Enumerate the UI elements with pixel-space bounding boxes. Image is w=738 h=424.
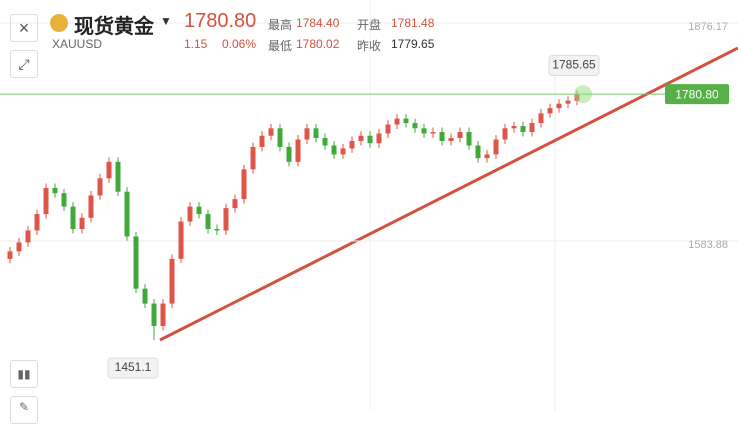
candle-body (484, 154, 490, 159)
candle-body (385, 124, 391, 134)
candle-body (241, 169, 247, 200)
candle-body (313, 128, 319, 138)
candle-body (52, 187, 58, 194)
candle-body (232, 199, 238, 209)
candle-body (493, 139, 499, 155)
candle-body (349, 140, 355, 149)
high-label: 1785.65 (552, 58, 596, 72)
candle-body (16, 242, 22, 252)
change: 1.15 (184, 37, 208, 51)
candle-body (259, 135, 265, 147)
candle-body (70, 206, 76, 229)
draw-tool[interactable]: ✎ (10, 396, 38, 424)
candle-body (358, 135, 364, 141)
candle-body (43, 187, 49, 215)
stat-label: 最高 (268, 18, 293, 32)
candle-body (448, 137, 454, 141)
candle-body (547, 108, 553, 114)
expand-button[interactable]: ⤢ (10, 50, 38, 78)
candle-body (340, 148, 346, 155)
last-price-glow (574, 85, 592, 104)
candle-toggle[interactable]: ▮▮ (10, 360, 38, 388)
candle-body (160, 303, 166, 326)
stat-label: 昨收 (357, 39, 382, 53)
chart: 1876.17 1583.88 1780.80 1785.65 1451.1 (0, 0, 738, 411)
candle-body (223, 208, 229, 231)
candle-body (457, 132, 463, 138)
candle-body (286, 146, 292, 162)
candle-body (268, 128, 274, 136)
candle-body (106, 161, 112, 179)
candle-body (97, 178, 103, 196)
candle-body (115, 161, 121, 192)
candle-body (151, 303, 157, 326)
close-button[interactable]: × (10, 14, 38, 42)
candle-body (529, 123, 535, 133)
title: 现货黄金 (74, 16, 154, 38)
y-tick-label: 1583.88 (688, 239, 728, 251)
symbol: XAUUSD (52, 37, 103, 51)
candle-body (295, 139, 301, 162)
candle-body (304, 128, 310, 140)
candle-body (187, 206, 193, 222)
candle-body (439, 132, 445, 141)
candle-body (178, 221, 184, 259)
candle-body (430, 132, 436, 134)
candle-body (79, 217, 85, 229)
y-tick-label: 1876.17 (688, 21, 728, 33)
change-pct: 0.06% (222, 37, 257, 51)
stat-value: 1784.40 (296, 16, 340, 30)
candle-body (520, 126, 526, 133)
stat-value: 1779.65 (391, 37, 435, 51)
candle-body (331, 145, 337, 155)
candle-body (511, 126, 517, 129)
candle-body (376, 133, 382, 144)
stat-value: 1781.48 (391, 16, 435, 30)
candle-body (367, 135, 373, 144)
candle-body (88, 195, 94, 218)
candle-body (394, 118, 400, 125)
candle-body (556, 103, 562, 109)
candle-body (475, 145, 481, 159)
candle-body (61, 193, 67, 207)
candle-body (322, 137, 328, 146)
low-tag (107, 357, 159, 379)
candle-body (34, 214, 40, 231)
price: 1780.80 (184, 10, 257, 32)
candle-body (7, 251, 13, 259)
gold-icon (50, 14, 68, 32)
stat-label: 最低 (268, 39, 293, 53)
last-price-label: 1780.80 (675, 87, 719, 101)
candle-body (142, 288, 148, 304)
trend-line (159, 46, 738, 342)
candle-body (565, 100, 571, 104)
candle-body (133, 236, 139, 289)
candle-body (412, 123, 418, 129)
stat-value: 1780.02 (296, 37, 340, 51)
candle-body (196, 206, 202, 215)
candle-body (502, 128, 508, 140)
low-label: 1451.1 (115, 360, 152, 374)
candle-body (214, 228, 220, 231)
candle-body (205, 214, 211, 229)
last-price-tag (665, 84, 729, 105)
candle-body (538, 113, 544, 124)
candle-body (421, 128, 427, 134)
high-tag (548, 55, 600, 77)
dropdown[interactable]: ▼ (160, 14, 172, 28)
candle-body (25, 230, 31, 243)
candle-body (277, 128, 283, 147)
candle-body (466, 132, 472, 146)
stat-label: 开盘 (357, 18, 382, 32)
candle-body (403, 118, 409, 124)
candle-body (169, 258, 175, 304)
candle-body (250, 146, 256, 170)
candle-body (124, 191, 130, 237)
